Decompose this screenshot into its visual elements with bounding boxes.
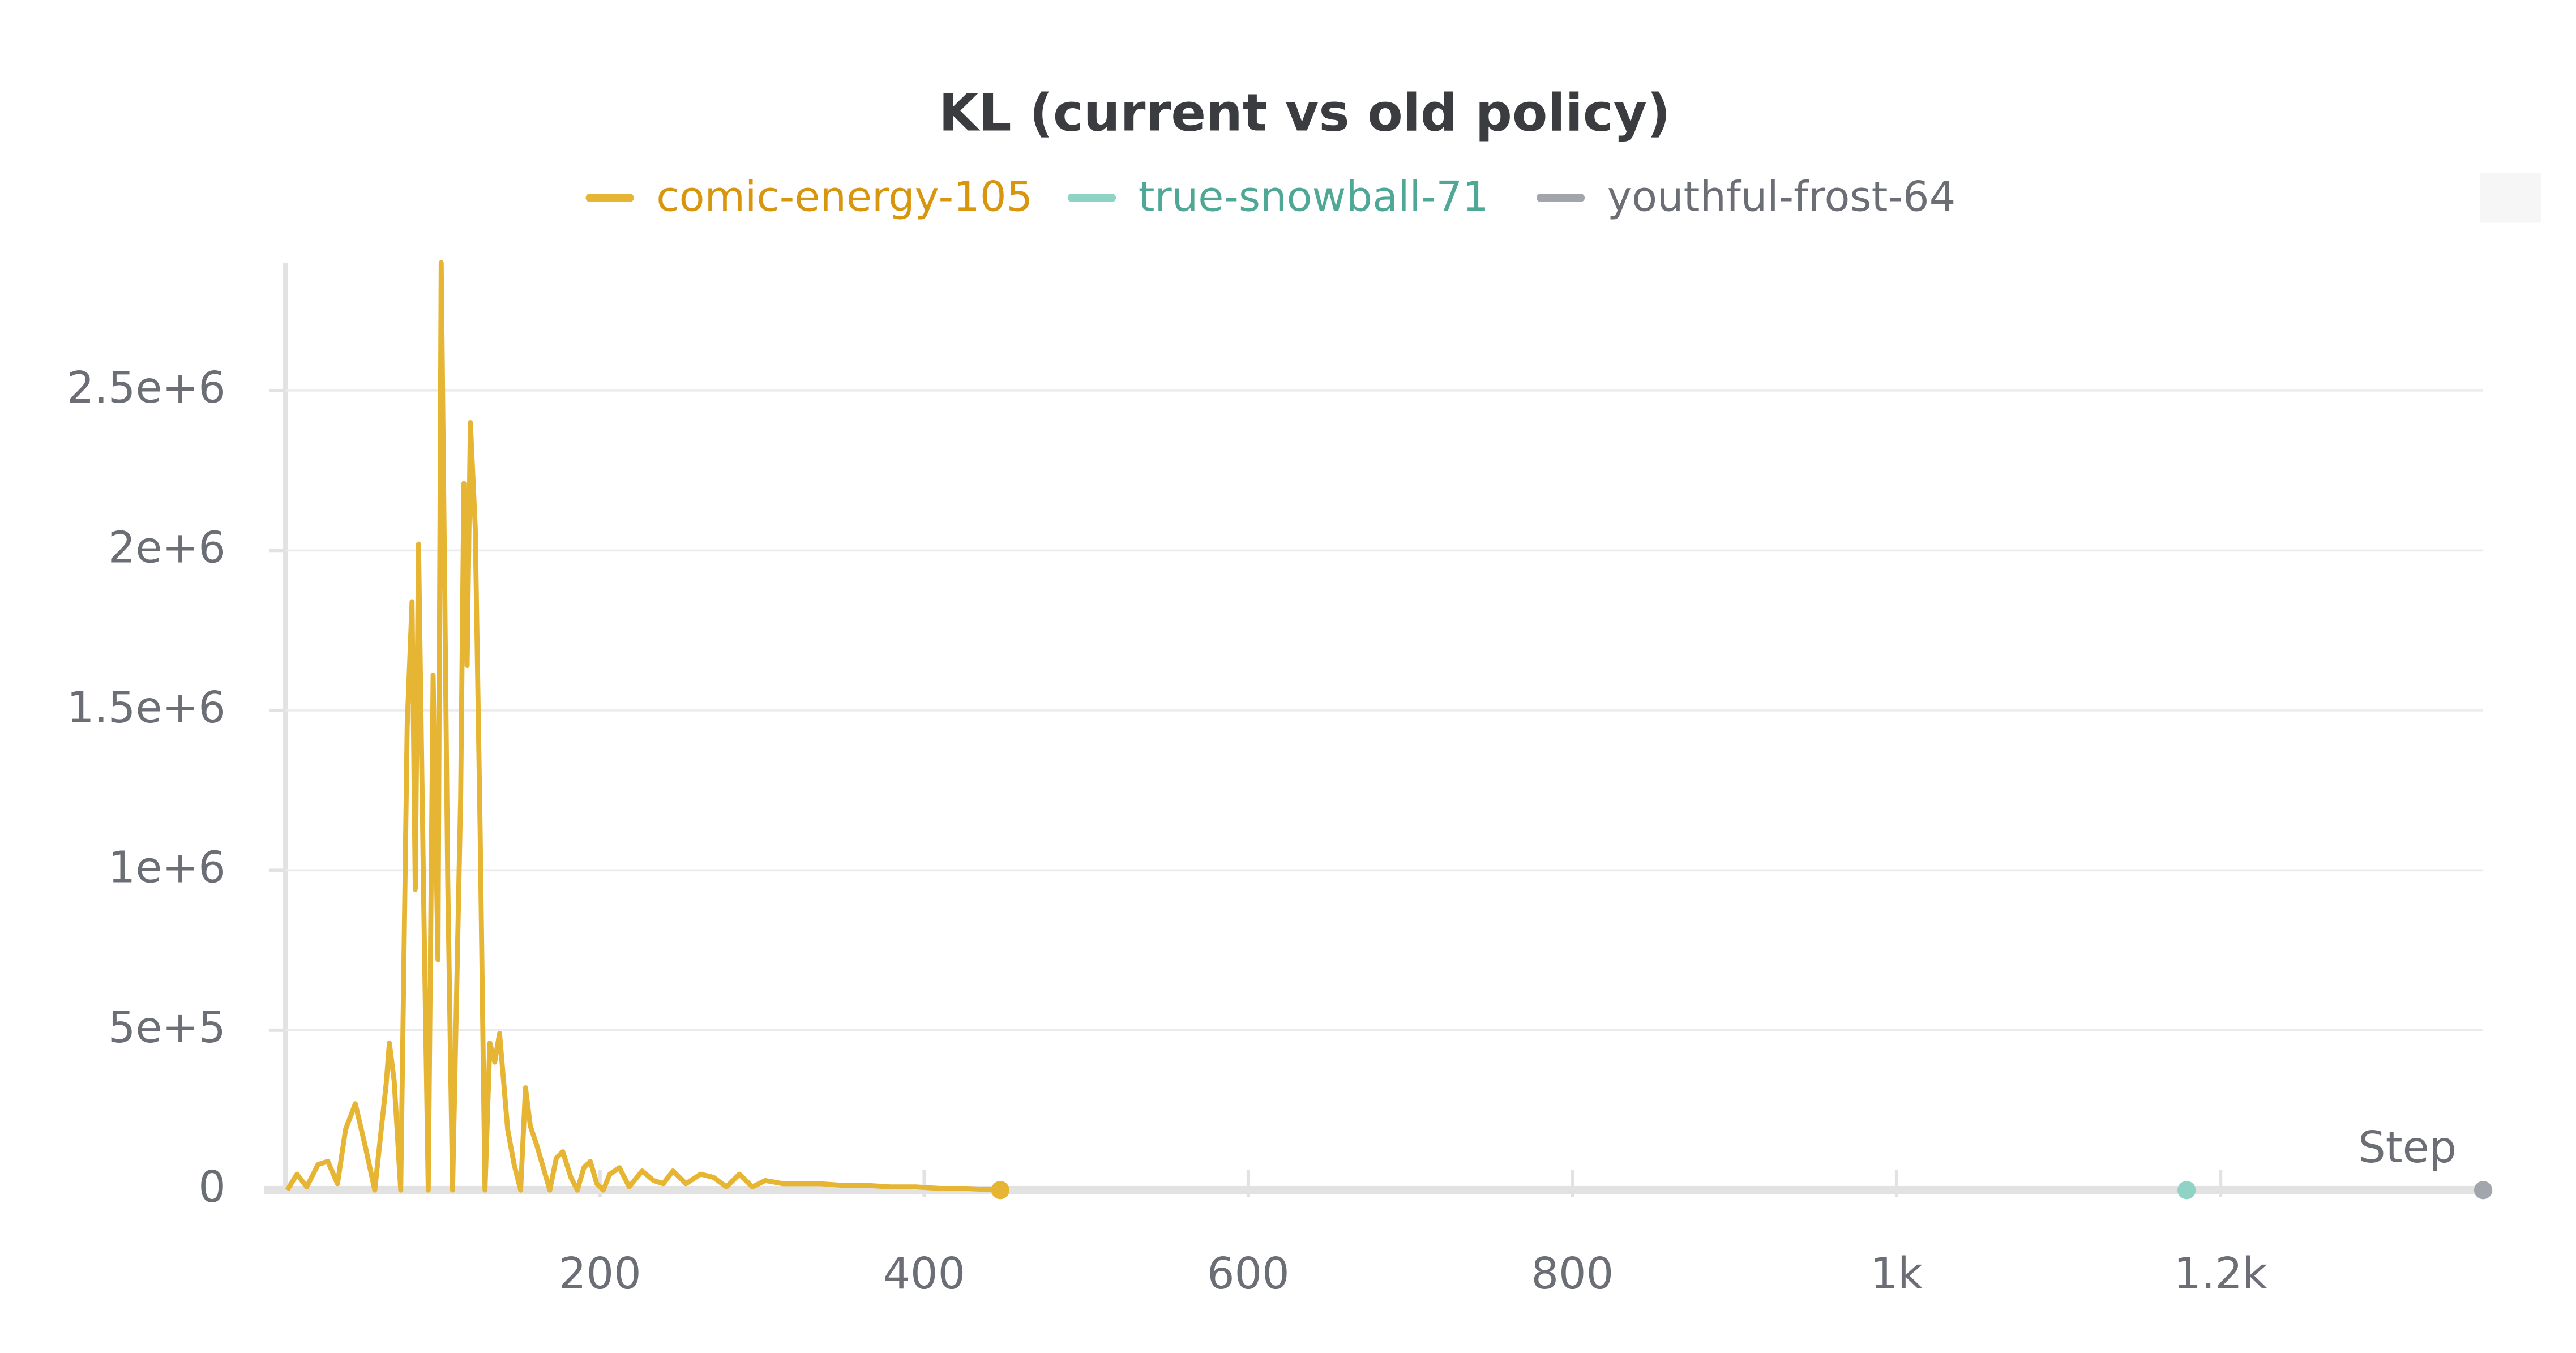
y-tick-label: 2e+6 — [108, 523, 226, 573]
series-line — [285, 260, 1001, 1193]
y-tick-label: 1e+6 — [108, 842, 226, 893]
legend-label: true-snowball-71 — [1139, 173, 1489, 221]
x-tick-label: 1k — [1870, 1249, 1923, 1299]
legend-label: youthful-frost-64 — [1607, 173, 1956, 221]
x-axis-label: Step — [2358, 1123, 2457, 1173]
panel-button[interactable] — [2480, 173, 2541, 223]
chart-title: KL (current vs old policy) — [939, 83, 1671, 143]
y-tick-label: 5e+5 — [108, 1003, 226, 1053]
end-point — [2474, 1181, 2493, 1200]
y-tick-label: 0 — [198, 1162, 226, 1213]
x-tick-label: 1.2k — [2174, 1249, 2268, 1299]
legend-label: comic-energy-105 — [656, 173, 1033, 221]
x-tick-label: 400 — [883, 1249, 966, 1299]
end-point — [2177, 1181, 2196, 1200]
y-tick-label: 2.5e+6 — [67, 363, 226, 413]
x-tick-label: 800 — [1531, 1249, 1614, 1299]
x-tick-label: 200 — [559, 1249, 641, 1299]
end-point — [991, 1181, 1010, 1200]
y-tick-label: 1.5e+6 — [67, 683, 226, 733]
x-tick-label: 600 — [1207, 1249, 1290, 1299]
